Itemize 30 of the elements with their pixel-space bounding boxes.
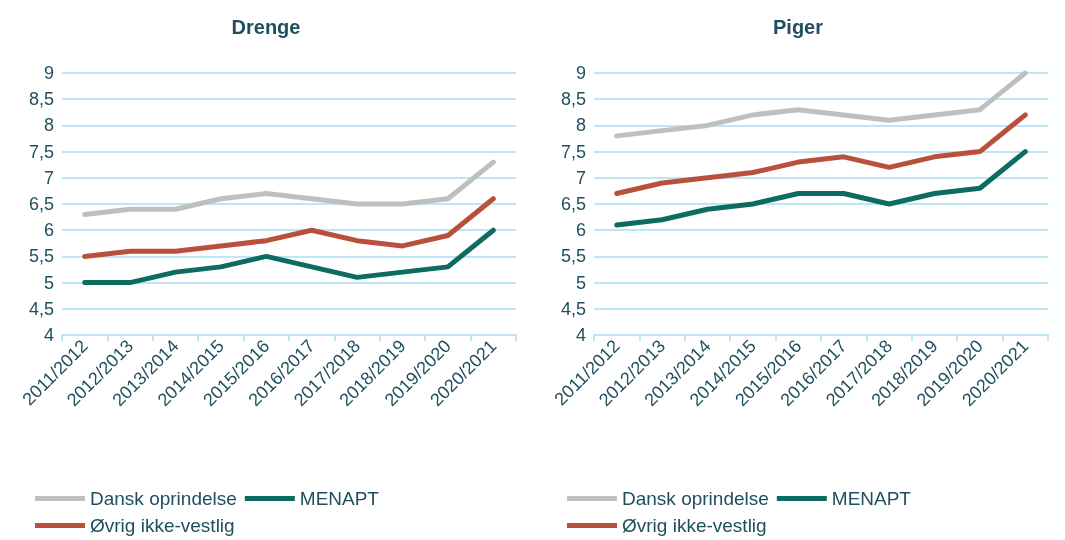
legend-label: Øvrig ikke-vestlig: [90, 515, 235, 536]
y-tick-label: 9: [43, 63, 54, 83]
chart-title: Piger: [772, 16, 824, 38]
y-tick-label: 6,5: [28, 194, 54, 214]
y-tick-label: 8,5: [28, 89, 54, 110]
legend-label: Dansk oprindelse: [622, 488, 769, 509]
y-tick-label: 5,5: [560, 246, 586, 267]
y-tick-label: 8,5: [560, 89, 586, 110]
y-tick-label: 6,5: [560, 194, 586, 214]
y-tick-label: 7,5: [560, 141, 586, 162]
y-tick-label: 8: [575, 115, 586, 136]
y-tick-label: 9: [575, 63, 586, 83]
legend-label: Øvrig ikke-vestlig: [622, 515, 767, 536]
chart-title: Drenge: [231, 16, 301, 38]
legend-label: MENAPT: [831, 488, 912, 509]
y-tick-label: 5,5: [28, 246, 54, 267]
y-tick-label: 7,5: [28, 141, 54, 162]
y-tick-label: 4,5: [560, 298, 586, 319]
y-tick-label: 7: [575, 167, 586, 188]
y-tick-label: 4: [575, 325, 586, 345]
y-tick-label: 7: [43, 167, 54, 188]
y-tick-label: 4,5: [28, 298, 54, 319]
legend-label: Dansk oprindelse: [90, 488, 237, 509]
legend-label: MENAPT: [299, 488, 380, 509]
y-tick-label: 5: [43, 272, 54, 293]
y-tick-label: 6: [575, 220, 586, 241]
y-tick-label: 4: [43, 325, 54, 345]
y-tick-label: 8: [43, 115, 54, 136]
y-tick-label: 6: [43, 220, 54, 241]
y-tick-label: 5: [575, 272, 586, 293]
